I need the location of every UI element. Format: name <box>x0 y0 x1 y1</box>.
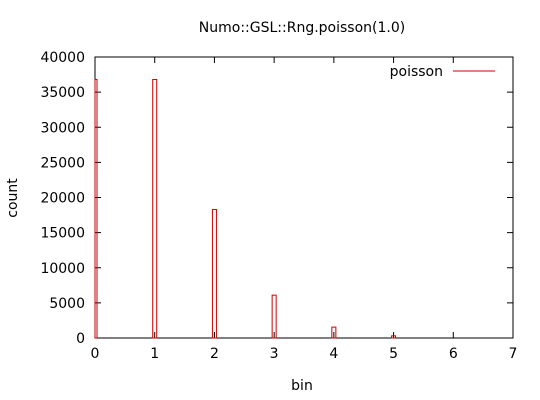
x-axis-label: bin <box>291 378 313 394</box>
legend-entry-poisson: poisson <box>390 64 443 80</box>
y-axis-ticks: 0 5000 10000 15000 20000 25000 30000 35000 40000 <box>40 50 513 347</box>
bar-bin-2 <box>211 208 217 339</box>
bar-bin-0 <box>94 78 98 339</box>
chart-title: Numo::GSL::Rng.poisson(1.0) <box>199 20 405 36</box>
y-tick-label: 15000 <box>40 226 85 242</box>
y-tick-label: 0 <box>76 331 85 347</box>
x-tick-label: 0 <box>91 346 100 362</box>
y-tick-label: 35000 <box>40 85 85 101</box>
x-tick-label: 6 <box>449 346 458 362</box>
x-tick-label: 7 <box>509 346 518 362</box>
x-tick-label: 4 <box>329 346 338 362</box>
y-axis-label: count <box>5 178 21 218</box>
legend: poisson <box>390 64 495 80</box>
x-tick-label: 3 <box>270 346 279 362</box>
bars <box>94 78 397 339</box>
bar-bin-5 <box>391 335 397 339</box>
bar-bin-1 <box>152 78 158 339</box>
bar-bin-3 <box>271 294 277 339</box>
y-tick-label: 25000 <box>40 155 85 171</box>
y-tick-label: 10000 <box>40 261 85 277</box>
bar-bin-4 <box>331 326 337 339</box>
y-tick-label: 5000 <box>49 296 85 312</box>
x-axis-ticks: 0 1 2 3 4 5 6 7 <box>91 57 518 362</box>
x-tick-label: 2 <box>210 346 219 362</box>
y-tick-label: 20000 <box>40 191 85 207</box>
y-tick-label: 30000 <box>40 120 85 136</box>
x-tick-label: 1 <box>150 346 159 362</box>
y-tick-label: 40000 <box>40 50 85 66</box>
x-tick-label: 5 <box>389 346 398 362</box>
plot-frame <box>94 56 514 339</box>
